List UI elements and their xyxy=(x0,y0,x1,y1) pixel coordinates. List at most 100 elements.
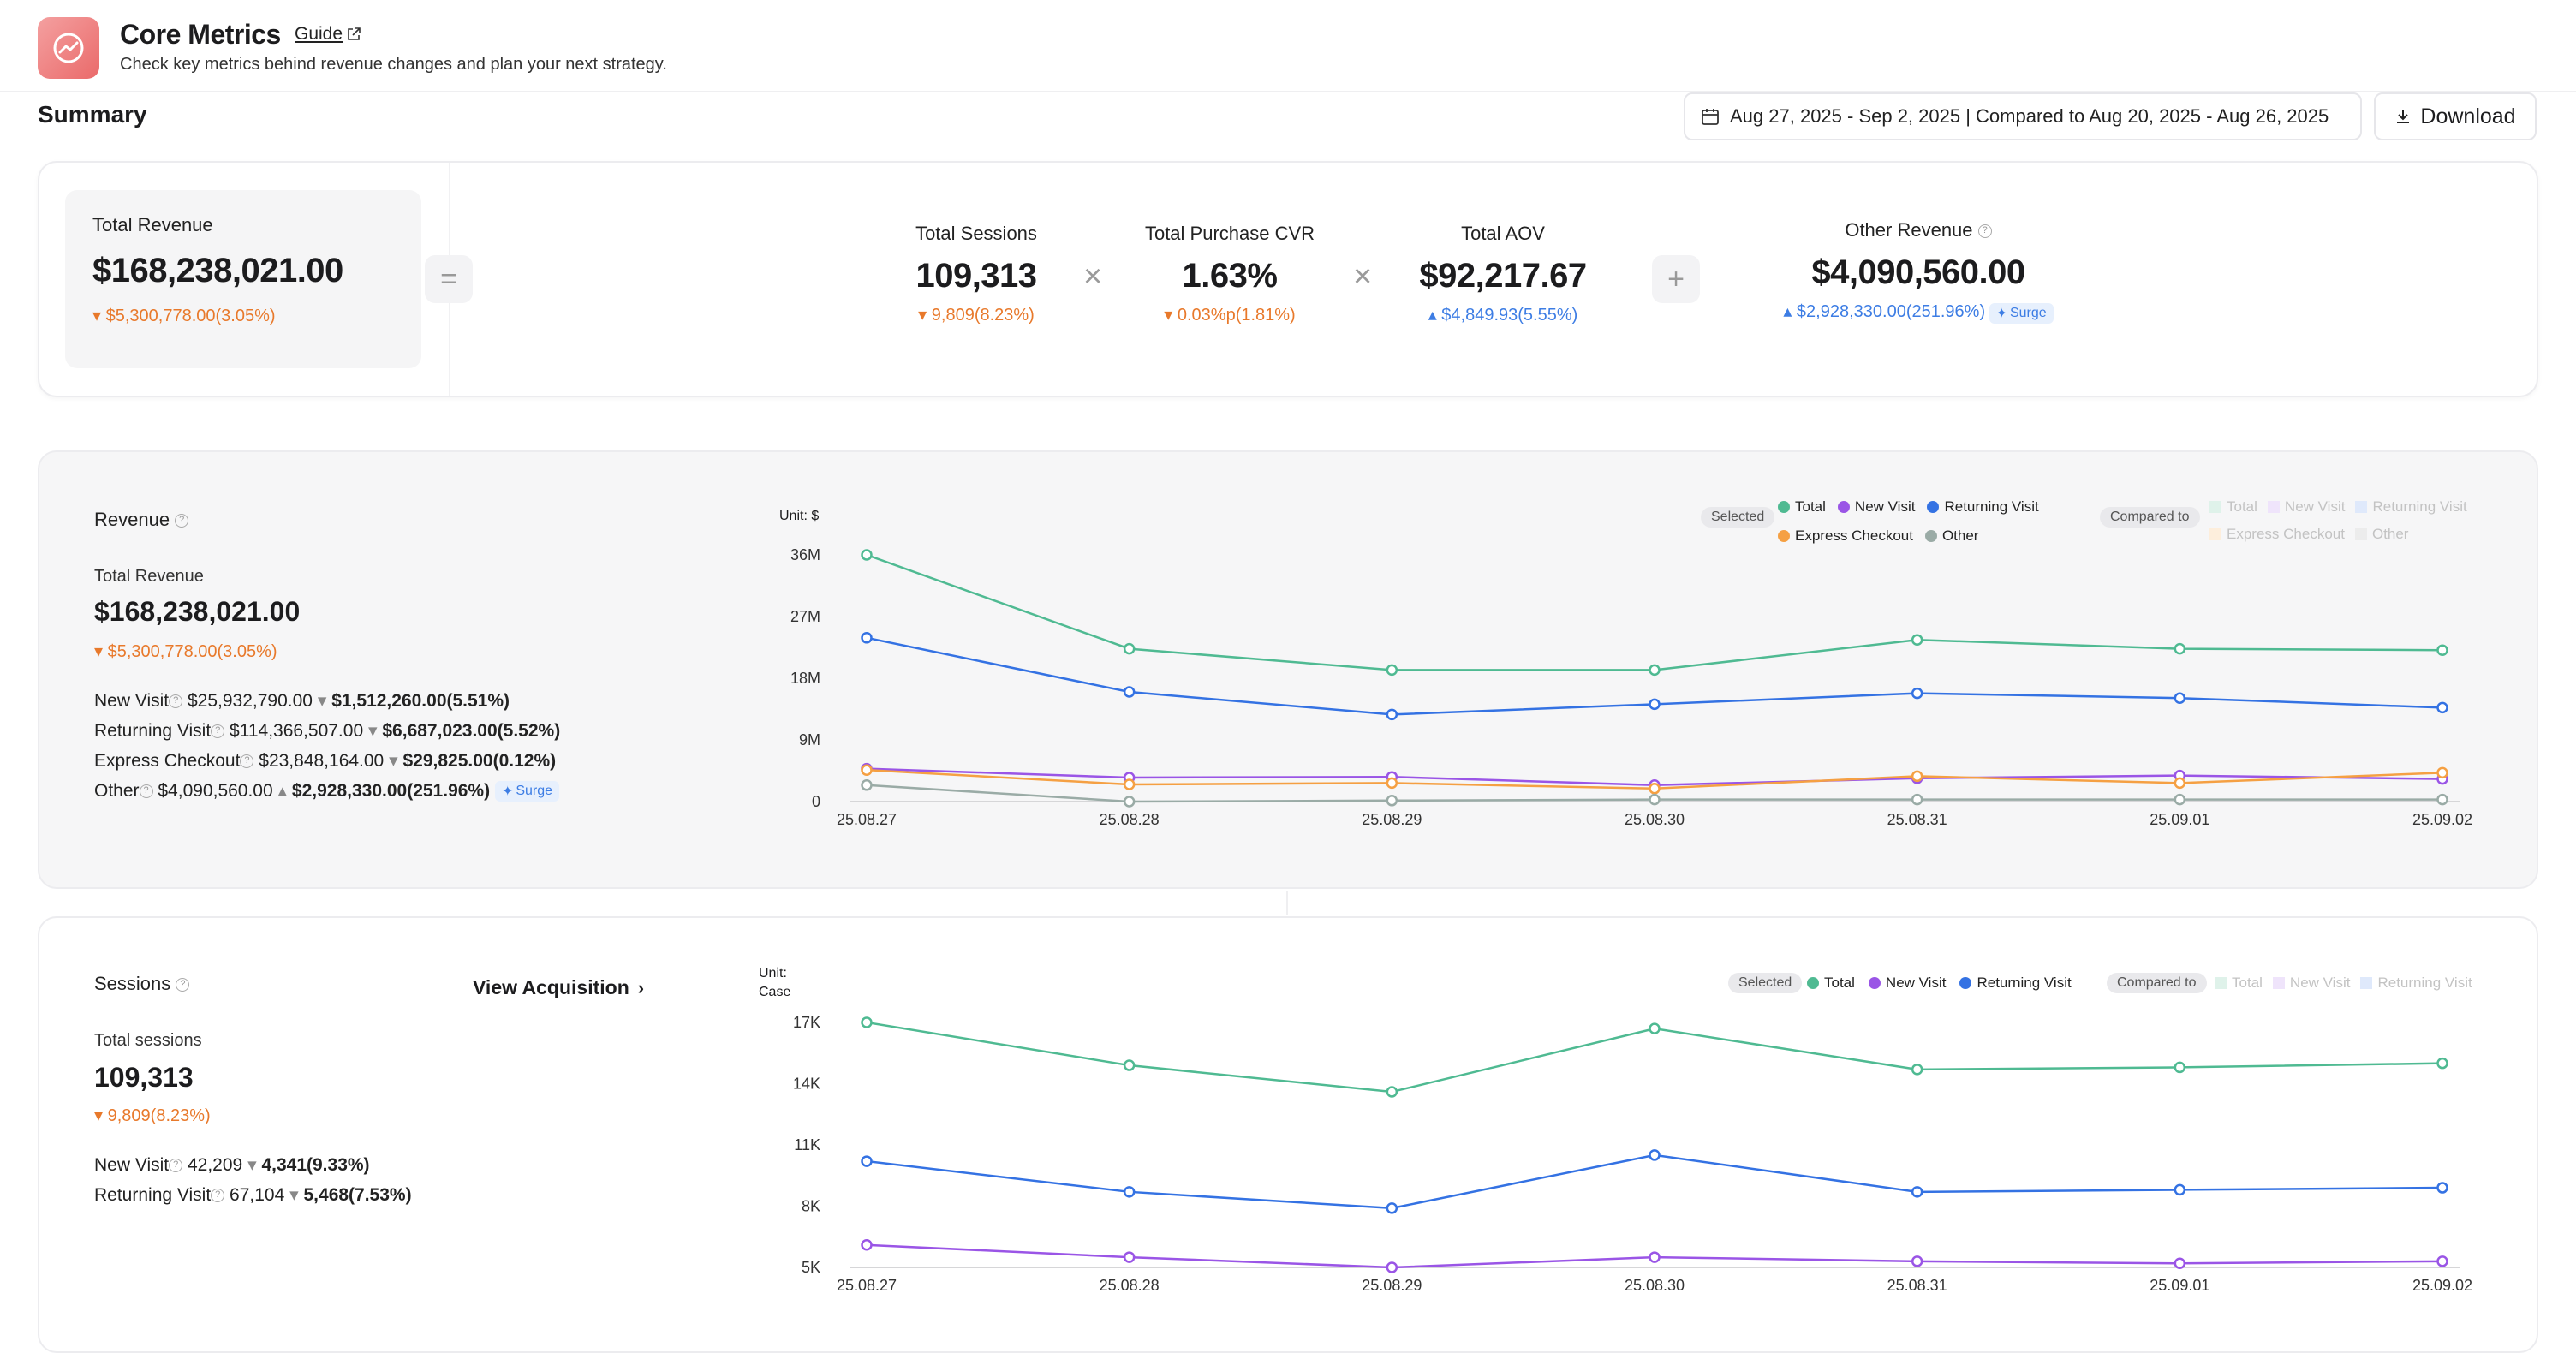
compared-other[interactable]: Other xyxy=(2354,526,2408,543)
data-point[interactable] xyxy=(861,1239,873,1251)
legend-returning-visit[interactable]: Returning Visit xyxy=(1959,975,2072,992)
data-point[interactable] xyxy=(2174,692,2186,704)
legend-total[interactable]: Total xyxy=(1778,498,1826,516)
guide-link[interactable]: Guide xyxy=(295,24,361,45)
data-point[interactable] xyxy=(1386,1202,1398,1214)
data-point[interactable] xyxy=(861,779,873,791)
data-point[interactable] xyxy=(861,549,873,561)
info-icon[interactable]: ? xyxy=(240,754,254,769)
data-point[interactable] xyxy=(2436,793,2448,806)
view-acquisition-link[interactable]: View Acquisition › xyxy=(473,976,645,998)
data-point[interactable] xyxy=(2436,1255,2448,1267)
other-revenue-metric: Other Revenue ? $4,090,560.00 ▴ $2,928,3… xyxy=(1747,219,2090,324)
selected-pill: Selected xyxy=(1701,507,1775,528)
data-point[interactable] xyxy=(861,632,873,644)
compared-express-checkout[interactable]: Express Checkout xyxy=(2209,526,2345,543)
data-point[interactable] xyxy=(1123,686,1136,698)
x-tick-label: 25.08.30 xyxy=(1625,811,1685,828)
legend-total[interactable]: Total xyxy=(1807,975,1855,992)
compared-new-visit[interactable]: New Visit xyxy=(2267,498,2345,516)
data-point[interactable] xyxy=(1649,783,1661,795)
series-line xyxy=(866,553,2443,671)
data-point[interactable] xyxy=(2174,1183,2186,1196)
compared-new-visit[interactable]: New Visit xyxy=(2272,975,2350,992)
data-point[interactable] xyxy=(1123,642,1136,655)
x-tick-label: 25.09.01 xyxy=(2150,811,2209,828)
date-range-picker[interactable]: Aug 27, 2025 - Sep 2, 2025 | Compared to… xyxy=(1684,92,2362,140)
data-point[interactable] xyxy=(2436,766,2448,779)
data-point[interactable] xyxy=(1911,1064,1923,1076)
data-point[interactable] xyxy=(1386,708,1398,721)
sessions-legend: Total New Visit Returning Visit xyxy=(1807,975,2072,992)
info-icon[interactable]: ? xyxy=(175,514,189,528)
legend-new-visit[interactable]: New Visit xyxy=(1868,975,1946,992)
breakdown-row-returning-visit: Returning Visit? 67,104 ▾ 5,468(7.53%) xyxy=(94,1185,412,1205)
data-point[interactable] xyxy=(2174,1257,2186,1269)
data-point[interactable] xyxy=(1911,1186,1923,1198)
data-point[interactable] xyxy=(1386,1261,1398,1273)
legend-other[interactable]: Other xyxy=(1924,528,1978,545)
data-point[interactable] xyxy=(2436,1182,2448,1194)
data-point[interactable] xyxy=(861,1155,873,1167)
total-sessions-value: 109,313 xyxy=(915,257,1037,295)
data-point[interactable] xyxy=(1386,795,1398,807)
data-point[interactable] xyxy=(1123,1059,1136,1071)
info-icon[interactable]: ? xyxy=(139,784,153,799)
compared-total[interactable]: Total xyxy=(2215,975,2263,992)
data-point[interactable] xyxy=(2436,644,2448,656)
info-icon[interactable]: ? xyxy=(176,978,190,992)
y-tick-label: 18M xyxy=(790,670,820,687)
total-sessions-delta: ▾ 9,809(8.23%) xyxy=(918,306,1035,325)
data-point[interactable] xyxy=(1123,1251,1136,1263)
data-point[interactable] xyxy=(1649,1149,1661,1161)
compared-returning-visit[interactable]: Returning Visit xyxy=(2355,498,2467,516)
data-point[interactable] xyxy=(2436,1057,2448,1070)
sparkle-icon: ✦ xyxy=(1995,306,2007,321)
sessions-total-value: 109,313 xyxy=(94,1062,194,1093)
data-point[interactable] xyxy=(861,764,873,776)
data-point[interactable] xyxy=(1911,770,1923,783)
data-point[interactable] xyxy=(2174,1061,2186,1074)
compared-returning-visit[interactable]: Returning Visit xyxy=(2360,975,2472,992)
data-point[interactable] xyxy=(2436,701,2448,714)
legend-returning-visit[interactable]: Returning Visit xyxy=(1927,498,2039,516)
compared-total[interactable]: Total xyxy=(2209,498,2257,516)
data-point[interactable] xyxy=(1123,796,1136,808)
revenue-unit-label: Unit: $ xyxy=(779,509,820,523)
info-icon[interactable]: ? xyxy=(211,1189,225,1203)
x-tick-label: 25.08.29 xyxy=(1362,1277,1422,1294)
legend-express-checkout[interactable]: Express Checkout xyxy=(1778,528,1913,545)
info-icon[interactable]: ? xyxy=(211,724,225,739)
data-point[interactable] xyxy=(1911,687,1923,700)
info-icon[interactable]: ? xyxy=(169,694,183,709)
data-point[interactable] xyxy=(1123,778,1136,790)
y-tick-label: 9M xyxy=(799,731,820,748)
other-revenue-value: $4,090,560.00 xyxy=(1811,253,2025,291)
data-point[interactable] xyxy=(861,1016,873,1028)
data-point[interactable] xyxy=(1123,1186,1136,1198)
data-point[interactable] xyxy=(1386,777,1398,790)
data-point[interactable] xyxy=(2174,777,2186,790)
data-point[interactable] xyxy=(2174,642,2186,655)
data-point[interactable] xyxy=(1386,664,1398,677)
trend-logo-icon xyxy=(38,17,99,79)
data-point[interactable] xyxy=(1386,1086,1398,1098)
data-point[interactable] xyxy=(1911,1255,1923,1267)
breakdown-row-new-visit: New Visit? 42,209 ▾ 4,341(9.33%) xyxy=(94,1155,370,1175)
data-point[interactable] xyxy=(1649,1251,1661,1263)
guide-link-label[interactable]: Guide xyxy=(295,24,343,44)
download-label[interactable]: Download xyxy=(2420,104,2516,128)
data-point[interactable] xyxy=(1911,793,1923,806)
data-point[interactable] xyxy=(1649,664,1661,677)
surge-badge: ✦ Surge xyxy=(494,781,560,802)
compared-legend: Total New Visit Returning Visit Express … xyxy=(2209,498,2501,543)
data-point[interactable] xyxy=(2174,793,2186,806)
data-point[interactable] xyxy=(1649,1022,1661,1034)
info-icon[interactable]: ? xyxy=(1977,224,1992,239)
info-icon[interactable]: ? xyxy=(169,1159,183,1173)
data-point[interactable] xyxy=(1649,793,1661,806)
download-button[interactable]: Download xyxy=(2374,92,2537,140)
data-point[interactable] xyxy=(1649,698,1661,711)
data-point[interactable] xyxy=(1911,634,1923,646)
legend-new-visit[interactable]: New Visit xyxy=(1837,498,1915,516)
